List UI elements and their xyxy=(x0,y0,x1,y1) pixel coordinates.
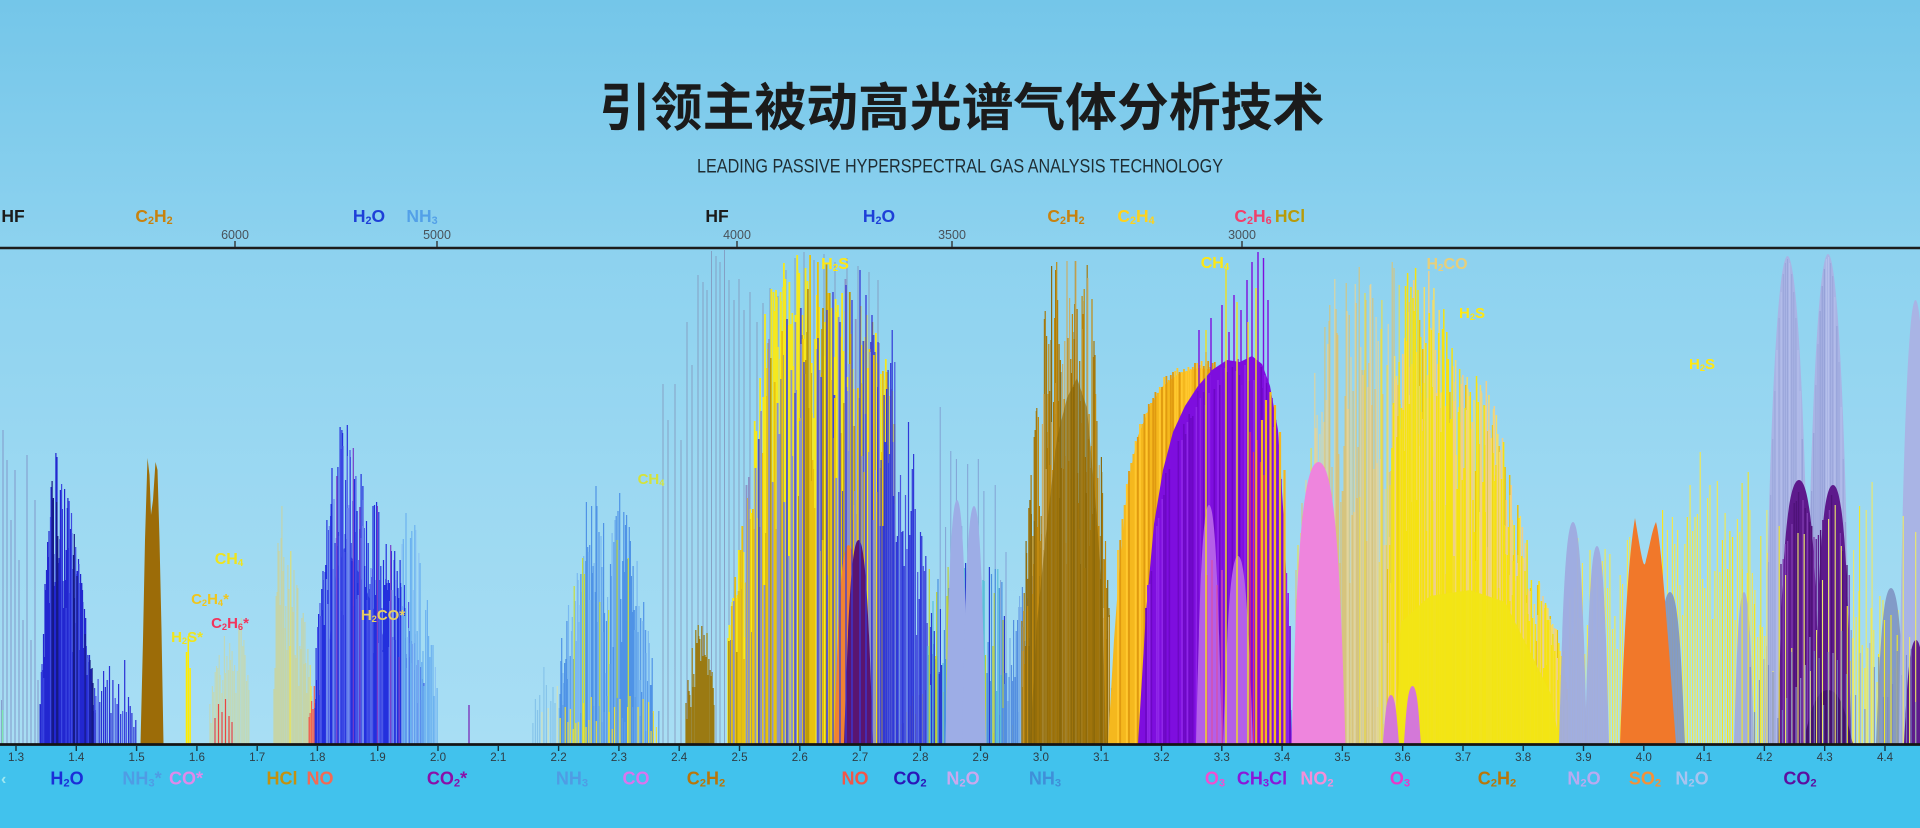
svg-text:C2H2: C2H2 xyxy=(135,206,172,227)
svg-text:1.8: 1.8 xyxy=(309,751,325,764)
svg-text:H2O: H2O xyxy=(50,769,83,790)
svg-text:3000: 3000 xyxy=(1228,228,1256,242)
svg-text:C2H2: C2H2 xyxy=(687,769,725,790)
svg-text:3.3: 3.3 xyxy=(1214,751,1230,764)
svg-text:2.8: 2.8 xyxy=(912,751,928,764)
svg-text:H2S: H2S xyxy=(1689,356,1715,373)
svg-text:NH3: NH3 xyxy=(1029,769,1061,790)
svg-text:3.0: 3.0 xyxy=(1033,751,1049,764)
svg-text:1.6: 1.6 xyxy=(189,751,205,764)
svg-text:C2H2: C2H2 xyxy=(1047,206,1084,227)
svg-text:CO2*: CO2* xyxy=(427,769,467,790)
svg-text:NO: NO xyxy=(307,769,334,789)
svg-text:3.1: 3.1 xyxy=(1093,751,1109,764)
svg-text:2.1: 2.1 xyxy=(490,751,506,764)
svg-text:NH3*: NH3* xyxy=(122,769,161,790)
svg-text:NO: NO xyxy=(842,769,869,789)
svg-text:3.2: 3.2 xyxy=(1153,751,1169,764)
svg-text:4.1: 4.1 xyxy=(1696,751,1712,764)
svg-text:1.9: 1.9 xyxy=(370,751,386,764)
svg-text:HF: HF xyxy=(1,206,25,226)
svg-text:2.7: 2.7 xyxy=(852,751,868,764)
svg-text:‹: ‹ xyxy=(1,771,6,788)
svg-text:H2S*: H2S* xyxy=(171,629,203,646)
svg-text:2.9: 2.9 xyxy=(973,751,989,764)
svg-text:4.2: 4.2 xyxy=(1756,751,1772,764)
svg-text:CH4: CH4 xyxy=(638,471,666,488)
svg-text:2.2: 2.2 xyxy=(551,751,567,764)
svg-text:NH3: NH3 xyxy=(406,206,437,227)
svg-text:H2O: H2O xyxy=(353,206,385,227)
svg-text:3500: 3500 xyxy=(938,228,966,242)
svg-text:NH3: NH3 xyxy=(556,769,588,790)
svg-text:HCl: HCl xyxy=(267,769,298,789)
svg-text:SO2: SO2 xyxy=(1629,769,1661,790)
svg-text:HCl: HCl xyxy=(1275,206,1305,226)
svg-text:O3: O3 xyxy=(1205,769,1225,790)
svg-text:N2O: N2O xyxy=(946,769,979,790)
svg-text:C2H4: C2H4 xyxy=(1117,206,1154,227)
svg-text:O3: O3 xyxy=(1390,769,1410,790)
svg-text:C2H4*: C2H4* xyxy=(191,591,229,608)
svg-text:2.3: 2.3 xyxy=(611,751,627,764)
svg-text:2.0: 2.0 xyxy=(430,751,446,764)
svg-text:C2H6*: C2H6* xyxy=(211,615,249,632)
svg-text:5000: 5000 xyxy=(423,228,451,242)
svg-text:1.3: 1.3 xyxy=(8,751,24,764)
svg-text:LEADING PASSIVE HYPERSPECTRAL: LEADING PASSIVE HYPERSPECTRAL GAS ANALYS… xyxy=(697,156,1223,178)
svg-text:N2O: N2O xyxy=(1675,769,1708,790)
svg-text:3.6: 3.6 xyxy=(1395,751,1411,764)
svg-text:CH4: CH4 xyxy=(215,551,244,569)
svg-text:4.0: 4.0 xyxy=(1636,751,1652,764)
svg-text:H2CO: H2CO xyxy=(1426,256,1467,274)
svg-text:2.4: 2.4 xyxy=(671,751,688,764)
svg-text:NO2: NO2 xyxy=(1300,769,1333,790)
svg-text:3.8: 3.8 xyxy=(1515,751,1531,764)
svg-text:6000: 6000 xyxy=(221,228,249,242)
svg-text:CO*: CO* xyxy=(169,769,203,789)
svg-text:2.5: 2.5 xyxy=(731,751,747,764)
svg-text:H2S: H2S xyxy=(1459,305,1485,322)
svg-text:4000: 4000 xyxy=(723,228,751,242)
svg-text:3.9: 3.9 xyxy=(1575,751,1591,764)
svg-text:H2S: H2S xyxy=(821,256,849,274)
svg-text:HF: HF xyxy=(705,206,729,226)
svg-text:3.5: 3.5 xyxy=(1334,751,1350,764)
svg-text:4.3: 4.3 xyxy=(1817,751,1833,764)
svg-text:3.7: 3.7 xyxy=(1455,751,1471,764)
svg-text:1.7: 1.7 xyxy=(249,751,265,764)
svg-text:3.4: 3.4 xyxy=(1274,751,1291,764)
svg-text:CH4: CH4 xyxy=(1201,255,1230,273)
svg-text:C2H2: C2H2 xyxy=(1478,769,1516,790)
svg-text:CO2: CO2 xyxy=(893,769,926,790)
svg-text:4.4: 4.4 xyxy=(1877,751,1894,764)
svg-text:H2CO*: H2CO* xyxy=(361,607,406,624)
svg-text:CH3Cl: CH3Cl xyxy=(1237,769,1287,790)
svg-text:2.6: 2.6 xyxy=(792,751,808,764)
svg-text:1.5: 1.5 xyxy=(129,751,145,764)
svg-text:H2O: H2O xyxy=(863,206,895,227)
svg-text:1.4: 1.4 xyxy=(68,751,85,764)
svg-text:CO2: CO2 xyxy=(1783,769,1816,790)
svg-text:N2O: N2O xyxy=(1567,769,1600,790)
svg-text:C2H6: C2H6 xyxy=(1234,206,1271,227)
svg-text:CO: CO xyxy=(623,769,650,789)
